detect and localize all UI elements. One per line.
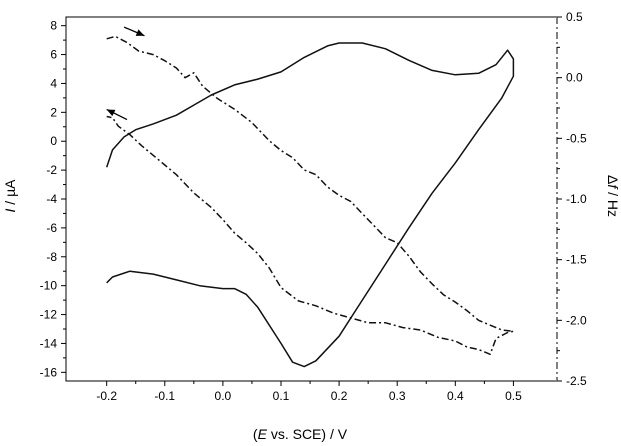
x-tick-label: 0.5 xyxy=(505,389,522,403)
y-left-tick-label: -14 xyxy=(40,336,58,350)
y-left-tick-label: 6 xyxy=(50,48,57,62)
y-left-axis-title-var: I xyxy=(2,208,18,212)
y-right-axis-title-unit: / Hz xyxy=(605,188,621,217)
current-curve xyxy=(105,42,515,368)
direction-arrow-head xyxy=(106,109,116,117)
y-left-axis-title-unit: / µA xyxy=(2,179,18,209)
y-right-tick-label: -2.5 xyxy=(566,374,587,388)
y-left-tick-label: -6 xyxy=(46,221,57,235)
x-tick-label: 0.0 xyxy=(215,389,232,403)
y-right-tick-label: 0.0 xyxy=(566,71,583,85)
y-left-tick-label: -10 xyxy=(40,279,58,293)
x-axis-title-part2: vs. SCE) / V xyxy=(267,426,348,442)
x-tick-label: -0.1 xyxy=(154,389,175,403)
x-tick-label: 0.1 xyxy=(273,389,290,403)
y-left-tick-label: -2 xyxy=(46,163,57,177)
y-right-axis-title: Δf / Hz xyxy=(605,175,621,217)
y-left-tick-label: -4 xyxy=(46,192,57,206)
y-left-tick-label: 4 xyxy=(50,76,57,90)
y-right-tick-label: -1.0 xyxy=(566,192,587,206)
y-right-tick-label: 0.5 xyxy=(566,10,583,24)
y-right-tick-label: -1.5 xyxy=(566,253,587,267)
y-right-tick-label: -2.0 xyxy=(566,313,587,327)
frequency-curve xyxy=(106,35,515,356)
x-tick-label: 0.2 xyxy=(331,389,348,403)
y-right-axis-title-var: Δ xyxy=(605,175,621,184)
y-right-axis-title-var2: f xyxy=(605,184,621,190)
x-axis-title: (E vs. SCE) / V xyxy=(253,426,348,442)
y-left-tick-label: -12 xyxy=(40,308,58,322)
y-left-tick-label: 2 xyxy=(50,105,57,119)
x-tick-label: 0.3 xyxy=(389,389,406,403)
y-left-tick-label: 0 xyxy=(50,134,57,148)
x-axis-title-part1: ( xyxy=(253,426,258,442)
y-left-tick-label: 8 xyxy=(50,19,57,33)
direction-arrow-head xyxy=(135,29,145,36)
y-left-tick-label: -16 xyxy=(40,365,58,379)
y-left-tick-label: -8 xyxy=(46,250,57,264)
x-tick-label: 0.4 xyxy=(447,389,464,403)
x-axis-title-var: E xyxy=(258,426,268,442)
y-left-axis-title: I / µA xyxy=(2,179,18,213)
x-tick-label: -0.2 xyxy=(96,389,117,403)
y-right-tick-label: -0.5 xyxy=(566,131,587,145)
